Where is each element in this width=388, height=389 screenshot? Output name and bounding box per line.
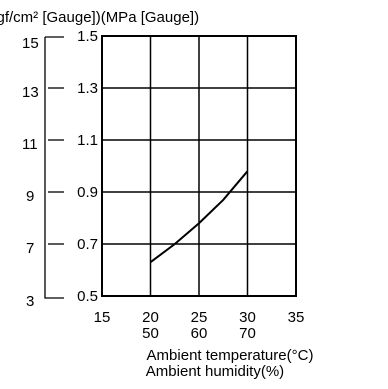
- x-tick-label-20: 20: [142, 309, 159, 326]
- x2-tick-label-60: 60: [191, 325, 208, 342]
- y-left-tick-label-15: 15: [22, 35, 39, 52]
- grid-lines: [102, 36, 296, 296]
- x2-tick-label-50: 50: [142, 325, 159, 342]
- y-left-tick-label-13: 13: [22, 84, 39, 101]
- x-tick-label-30: 30: [239, 309, 256, 326]
- y-left-tick-label-11: 11: [22, 136, 38, 153]
- y-left-tick-label-3: 3: [26, 293, 34, 310]
- y-tick-label-0.7: 0.7: [77, 236, 98, 253]
- plot-frame: [101, 35, 297, 297]
- y-tick-labels: 1.5 1.3 1.1 0.9 0.7 0.5: [77, 28, 98, 305]
- x2-tick-label-70: 70: [239, 325, 256, 342]
- y-tick-label-1.3: 1.3: [77, 80, 98, 97]
- y-tick-label-1.5: 1.5: [77, 28, 98, 45]
- x-tick-label-25: 25: [191, 309, 208, 326]
- x-tick-labels: 15 20 25 30 35: [94, 309, 305, 326]
- y-tick-label-0.9: 0.9: [77, 184, 98, 201]
- y-left-header: (kgf/cm² [Gauge])(MPa [Gauge]): [0, 9, 199, 26]
- x2-tick-labels: 50 60 70: [142, 325, 256, 342]
- x-tick-label-35: 35: [288, 309, 305, 326]
- y-left-tick-label-9: 9: [26, 188, 34, 205]
- y-tick-label-0.5: 0.5: [77, 288, 98, 305]
- data-series-line: [149, 170, 249, 264]
- left-scale-bracket: [44, 37, 64, 299]
- x-tick-label-15: 15: [94, 309, 111, 326]
- y-tick-label-1.1: 1.1: [77, 132, 98, 149]
- y-left-tick-label-7: 7: [26, 240, 34, 257]
- x-axis-label-secondary: Ambient humidity(%): [146, 363, 284, 380]
- x-axis-label: Ambient temperature(°C): [147, 347, 314, 364]
